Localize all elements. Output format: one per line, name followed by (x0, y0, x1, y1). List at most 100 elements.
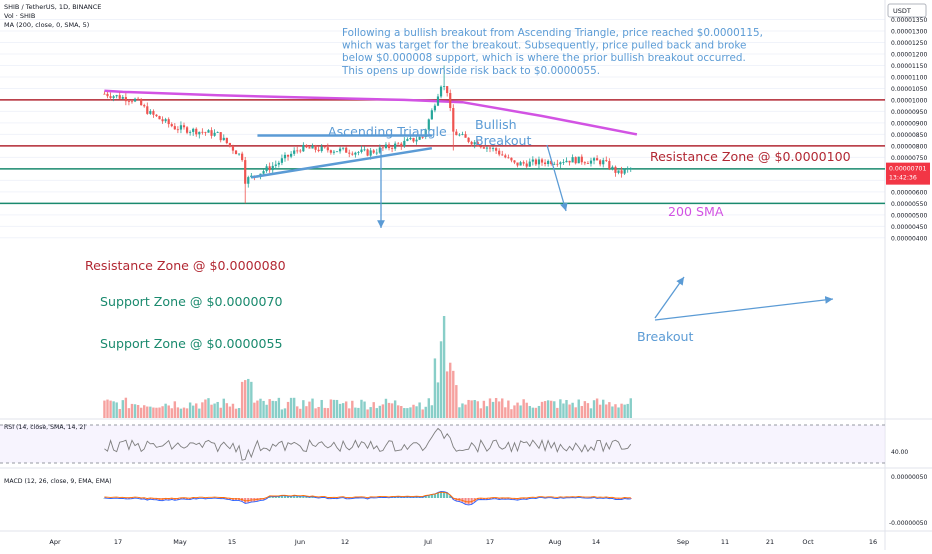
volume-bar (259, 399, 261, 418)
candle-body (431, 110, 433, 119)
volume-bar (501, 398, 503, 418)
candle-body (354, 153, 356, 155)
macd-histogram-bar (428, 496, 430, 498)
last-price-value: 0.00000701 (889, 166, 926, 173)
price-tick-label: 0.00001300 (891, 28, 927, 35)
volume-bar (470, 400, 472, 418)
volume-bar (535, 408, 537, 418)
volume-bar (522, 399, 524, 418)
candle-body (464, 134, 466, 138)
volume-bar (207, 398, 209, 418)
volume-bar (155, 408, 157, 418)
candle-body (106, 94, 108, 96)
volume-bar (489, 398, 491, 418)
candle-body (529, 162, 531, 167)
candle-body (624, 169, 626, 173)
volume-bar (590, 408, 592, 418)
label-bullish: Bullish (475, 117, 517, 132)
candle-body (385, 145, 387, 148)
volume-bar (278, 398, 280, 418)
candle-body (590, 161, 592, 164)
time-tick-label: 11 (721, 538, 729, 546)
candle-body (593, 158, 595, 160)
candle-body (568, 161, 570, 163)
label-resistance-100: Resistance Zone @ $0.0000100 (650, 149, 851, 164)
volume-bar (565, 400, 567, 418)
volume-bar (140, 408, 142, 418)
volume-bar (299, 409, 301, 418)
volume-bar (584, 401, 586, 418)
volume-bar (630, 398, 632, 418)
candle-body (467, 138, 469, 142)
candle-body (620, 170, 622, 173)
candle-body (140, 99, 142, 105)
volume-bar (437, 382, 439, 418)
volume-bar (210, 405, 212, 418)
candle-body (382, 147, 384, 148)
candle-body (116, 95, 118, 96)
volume-bar (363, 402, 365, 418)
candle-body (272, 166, 274, 170)
candle-body (314, 146, 316, 150)
volume-bar (321, 400, 323, 418)
candle-body (446, 86, 448, 93)
candle-body (443, 86, 445, 87)
candle-body (262, 171, 264, 174)
candle-body (149, 111, 151, 114)
candle-body (565, 161, 567, 162)
candle-body (342, 148, 344, 149)
symbol-legend[interactable]: SHIB / TetherUS, 1D, BINANCE (4, 3, 101, 12)
ma-legend[interactable]: MA (200, close, 0, SMA, 5) (4, 21, 89, 30)
volume-bar (177, 407, 179, 418)
label-resistance-80: Resistance Zone @ $0.0000080 (85, 258, 286, 273)
candle-body (131, 101, 133, 102)
time-tick-label: Apr (49, 538, 61, 546)
macd-tick-lower: -0.00000050 (889, 520, 928, 527)
volume-bar (455, 385, 457, 418)
volume-bar (486, 406, 488, 418)
volume-bar (550, 401, 552, 418)
volume-bar (125, 398, 127, 418)
time-tick-label: Sep (677, 538, 689, 546)
time-tick-label: 16 (869, 538, 877, 546)
candle-body (119, 95, 121, 99)
time-tick-label: 15 (228, 538, 236, 546)
candle-body (155, 115, 157, 116)
candle-body (336, 151, 338, 152)
volume-bar (201, 402, 203, 418)
volume-bar (461, 403, 463, 418)
candle-body (168, 119, 170, 124)
candle-body (394, 144, 396, 149)
candle-body (269, 166, 271, 170)
price-tick-label: 0.00000400 (891, 235, 927, 242)
volume-bar (519, 405, 521, 418)
volume-bar (122, 400, 124, 418)
candle-body (351, 154, 353, 155)
volume-bar (216, 402, 218, 418)
volume-bar (596, 398, 598, 418)
candle-body (599, 160, 601, 164)
volume-bar (235, 409, 237, 418)
candle-body (125, 97, 127, 101)
commentary-line: which was target for the breakout. Subse… (342, 40, 746, 52)
candle-body (174, 126, 176, 129)
volume-bar (275, 401, 277, 418)
candle-body (333, 152, 335, 153)
time-tick-label: Jul (423, 538, 432, 546)
volume-bar (415, 406, 417, 418)
volume-bar (195, 403, 197, 418)
candle-body (532, 160, 534, 162)
candle-body (596, 158, 598, 160)
candle-body (562, 162, 564, 163)
volume-bar (559, 399, 561, 418)
candle-body (122, 97, 124, 99)
volume-bar (538, 406, 540, 418)
volume-bar (605, 404, 607, 418)
candle-body (458, 135, 460, 136)
volume-legend[interactable]: Vol · SHIB (4, 12, 35, 21)
volume-bar (513, 405, 515, 418)
candle-body (281, 158, 283, 163)
candle-body (406, 139, 408, 141)
volume-bar (168, 405, 170, 418)
candle-body (440, 87, 442, 97)
